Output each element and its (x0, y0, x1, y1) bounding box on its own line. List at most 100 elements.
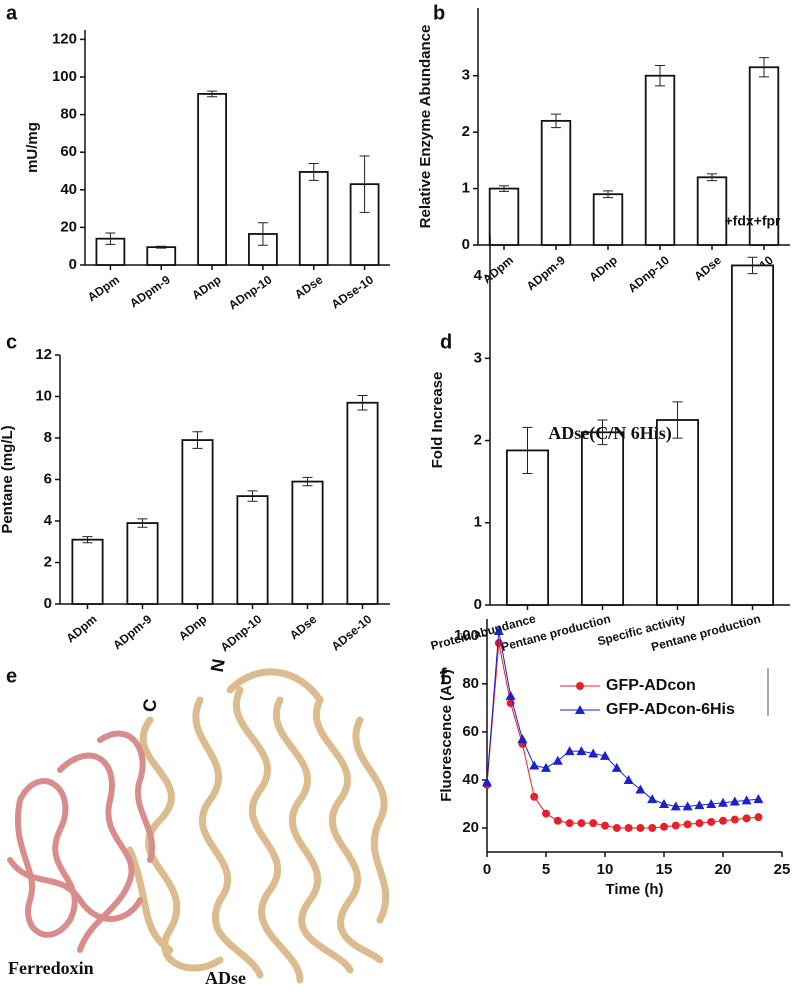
marker (529, 760, 540, 770)
marker (600, 750, 610, 760)
marker (589, 819, 598, 828)
x-tick-label: ADpm (63, 612, 99, 645)
y-axis-label: Pentane (mg/L) (0, 425, 16, 533)
x-tick-label: ADpm (480, 253, 516, 286)
y-tick-label: 0 (44, 595, 52, 612)
error-bar (192, 431, 203, 449)
panel-label: c (6, 331, 17, 353)
series-line (486, 642, 759, 829)
marker (753, 794, 764, 804)
bar (580, 431, 625, 606)
marker (517, 734, 528, 744)
x-tick-label: ADnp (586, 253, 620, 284)
marker (612, 823, 621, 832)
marker (577, 819, 586, 828)
marker (754, 813, 763, 822)
error-bar (302, 476, 313, 487)
marker (694, 800, 705, 810)
helix (312, 696, 384, 964)
error-bar (522, 426, 533, 474)
bar (696, 176, 728, 246)
helix (139, 716, 224, 972)
error-bar (105, 232, 116, 245)
y-tick-label: 10 (35, 387, 52, 404)
error-bar (655, 65, 665, 87)
bar (644, 74, 676, 246)
y-tick-label: 60 (60, 143, 77, 160)
panel-label: a (6, 2, 18, 24)
marker (482, 777, 492, 787)
x-tick-label: 0 (483, 861, 491, 878)
x-tick-label: 15 (656, 861, 673, 878)
y-tick-label: 2 (474, 432, 482, 449)
marker (707, 817, 716, 826)
helix (192, 696, 264, 979)
marker (564, 746, 575, 756)
bar (197, 93, 227, 266)
error-bar (156, 245, 167, 249)
bar (730, 264, 775, 606)
bar (291, 480, 324, 605)
helix (232, 686, 304, 984)
marker (659, 798, 669, 808)
y-axis-label: mU/mg (24, 122, 41, 173)
ferredoxin-ribbon (7, 730, 155, 953)
bar (71, 538, 104, 605)
x-tick-label: ADnp-10 (625, 253, 672, 296)
x-tick-label: ADpm-9 (524, 253, 568, 294)
series-line (486, 630, 759, 807)
x-axis-label: Time (h) (605, 881, 663, 898)
bar (236, 495, 269, 605)
annotation: +fdx+fpr (724, 213, 781, 229)
y-tick-label: 1 (462, 180, 470, 197)
y-axis-label: Fluorescence (AU) (438, 669, 455, 802)
y-tick-label: 60 (462, 723, 479, 740)
error-bar (603, 190, 613, 199)
error-bar (551, 113, 561, 129)
x-tick-label: ADnp (189, 273, 223, 303)
x-tick-label: ADse (292, 272, 325, 301)
y-tick-label: 3 (474, 349, 482, 366)
loop (15, 778, 78, 938)
legend-marker (575, 705, 585, 714)
loop (7, 857, 143, 922)
marker (623, 774, 634, 784)
marker (565, 819, 574, 828)
x-tick-label: 20 (715, 861, 732, 878)
marker (624, 823, 633, 832)
c-label: C (139, 697, 161, 713)
x-tick-label: ADse-10 (329, 272, 377, 311)
bar (592, 193, 624, 246)
x-tick-label: ADnp (176, 612, 210, 643)
marker (706, 798, 717, 808)
marker (553, 816, 562, 825)
marker (730, 815, 739, 824)
marker (671, 821, 680, 830)
y-tick-label: 80 (462, 675, 479, 692)
marker (552, 755, 563, 765)
x-tick-label: ADse-10 (329, 612, 375, 654)
bar (540, 119, 572, 246)
panel-label: d (440, 331, 452, 353)
marker (647, 794, 658, 804)
y-tick-label: 4 (44, 512, 53, 529)
loop (126, 668, 324, 954)
error-bar (82, 536, 93, 544)
marker (588, 748, 599, 758)
legend-marker (576, 682, 584, 690)
y-axis-label: Relative Enzyme Abundance (417, 25, 434, 229)
helix (272, 696, 354, 974)
error-bar (137, 518, 148, 528)
error-bar (759, 57, 769, 78)
n-label: N (207, 657, 229, 673)
helix (352, 716, 390, 924)
bar (146, 246, 177, 266)
marker (648, 823, 657, 832)
y-tick-label: 6 (44, 470, 52, 487)
marker (505, 690, 516, 700)
bar (298, 171, 329, 266)
bar (126, 522, 159, 605)
x-tick-label: ADnp-10 (226, 272, 275, 312)
marker (682, 801, 693, 811)
y-tick-label: 40 (462, 771, 479, 788)
